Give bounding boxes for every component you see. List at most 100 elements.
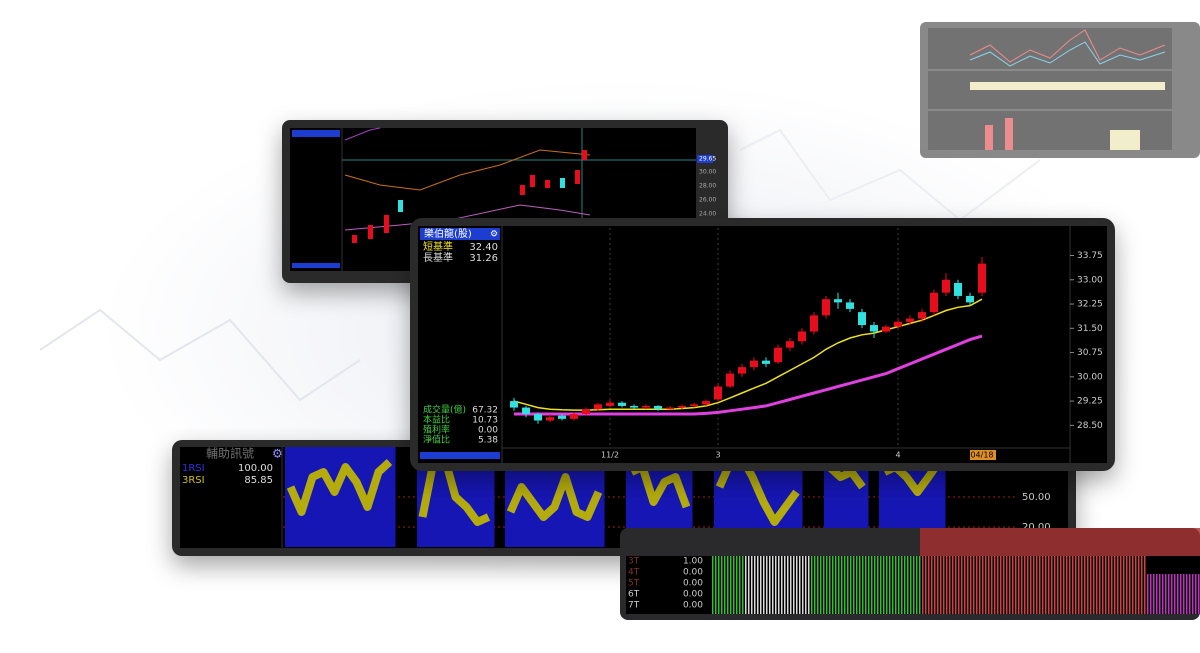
axis-label: 28.00 (699, 183, 716, 190)
decor-stripe (943, 556, 945, 614)
decor-line (344, 204, 591, 231)
decor-candle (582, 150, 587, 160)
decor-stripe (754, 556, 756, 614)
decor-stripe (832, 556, 834, 614)
y-tick-label: 29.25 (1077, 397, 1103, 407)
decor-stripe (1108, 556, 1110, 614)
candle-body (846, 302, 854, 309)
decor-stripe (823, 556, 825, 614)
candle-body (510, 401, 518, 408)
decor-stripe (802, 556, 804, 614)
decor-stripe (739, 556, 741, 614)
candle-body (702, 401, 710, 405)
decor-stripe (955, 556, 957, 614)
settings-icon[interactable]: ⚙ (272, 447, 283, 461)
candle-body (546, 417, 554, 421)
decor-stripe (1096, 556, 1098, 614)
candle-body (750, 360, 758, 368)
decor-line (969, 29, 1166, 63)
decor-stripe (814, 556, 816, 614)
decor-bars (985, 125, 993, 150)
stat-label: 成交量(億) (423, 404, 466, 416)
candle-body (738, 367, 746, 374)
candle-body (618, 402, 626, 406)
rsi-chart: 50.00 20.00 1RSI 100.00 3RSI 85.85 (182, 447, 1051, 547)
decor-stripe (808, 556, 810, 614)
legend-value: 31.26 (469, 253, 498, 264)
panel-screen (418, 226, 1107, 463)
stat-value: 0.00 (478, 426, 498, 436)
decor-stripe (1090, 556, 1092, 614)
decor-stripe (724, 556, 726, 614)
candle-body (594, 404, 602, 410)
legend-name: 短基準 (423, 240, 453, 253)
x-tick-label: 3 (715, 451, 720, 460)
row-value: 0.00 (683, 568, 703, 578)
candle-body (534, 414, 542, 421)
decor-stripe (751, 556, 753, 614)
candle-body (522, 407, 530, 415)
axis-labels: 30.00 28.00 26.00 24.00 (699, 169, 716, 218)
decor-bars (1110, 130, 1140, 150)
row-value: 0.00 (683, 601, 703, 611)
row-value: 0.00 (683, 590, 703, 600)
decor-stripe (1150, 574, 1152, 614)
decor-stripe (976, 556, 978, 614)
axis-label: 30.00 (699, 169, 716, 176)
rsi-bar (505, 447, 517, 547)
decor-stripe (733, 556, 735, 614)
decor-stripe (1144, 556, 1146, 614)
decor-stripe (1138, 556, 1140, 614)
candle-body (942, 279, 950, 293)
decor-stripe (1015, 556, 1017, 614)
rsi-bar (769, 447, 781, 547)
rsi-bar (934, 447, 946, 547)
rsi-bar (912, 447, 924, 547)
settings-icon[interactable]: ⚙ (490, 230, 498, 240)
chart-title: 樂伯龍(股) (424, 227, 472, 240)
rsi-bar (373, 447, 385, 547)
rsi-bar (879, 447, 891, 547)
candle-body (894, 321, 902, 327)
decor-stripe (757, 556, 759, 614)
candle-body (954, 283, 962, 296)
rsi-bar (340, 447, 352, 547)
decor-stripe (1051, 556, 1053, 614)
stat-value: 10.73 (472, 416, 498, 426)
rsi-bar (736, 447, 748, 547)
row-value: 0.00 (683, 579, 703, 589)
decor-stripe (979, 556, 981, 614)
decor-stripe (1132, 556, 1134, 614)
price-chart: 33.7533.0032.2531.5030.7530.0029.2528.50… (423, 228, 1103, 460)
decor-stripe (835, 556, 837, 614)
rsi-bar (318, 447, 330, 547)
rsi-bar (923, 447, 935, 547)
candle-body (570, 414, 578, 419)
rsi-bar (846, 447, 858, 547)
candle-body (642, 405, 650, 408)
rsi-bar (670, 447, 682, 547)
decor-line (39, 308, 361, 402)
candle-body (558, 415, 566, 419)
decor-stripe (1003, 556, 1005, 614)
decor-stripe (1141, 556, 1143, 614)
decor-stripe (880, 556, 882, 614)
decor-stripe (1048, 556, 1050, 614)
candle-body (930, 292, 938, 313)
decor-stripe (1057, 556, 1059, 614)
decor-candles (352, 150, 587, 243)
candle-body (630, 405, 638, 408)
rsi-bar (857, 447, 869, 547)
footer-bar (420, 452, 500, 459)
decor-stripe (1126, 556, 1128, 614)
x-tick-label: 11/2 (601, 451, 619, 460)
decor-stripe (961, 556, 963, 614)
candle-body (582, 409, 590, 415)
rsi-bar (296, 447, 308, 547)
candle-body (606, 402, 614, 406)
rsi-bar (472, 447, 484, 547)
rsi-bar (890, 447, 902, 547)
stat-label: 淨值比 (423, 434, 450, 446)
decor-stripe (1021, 556, 1023, 614)
